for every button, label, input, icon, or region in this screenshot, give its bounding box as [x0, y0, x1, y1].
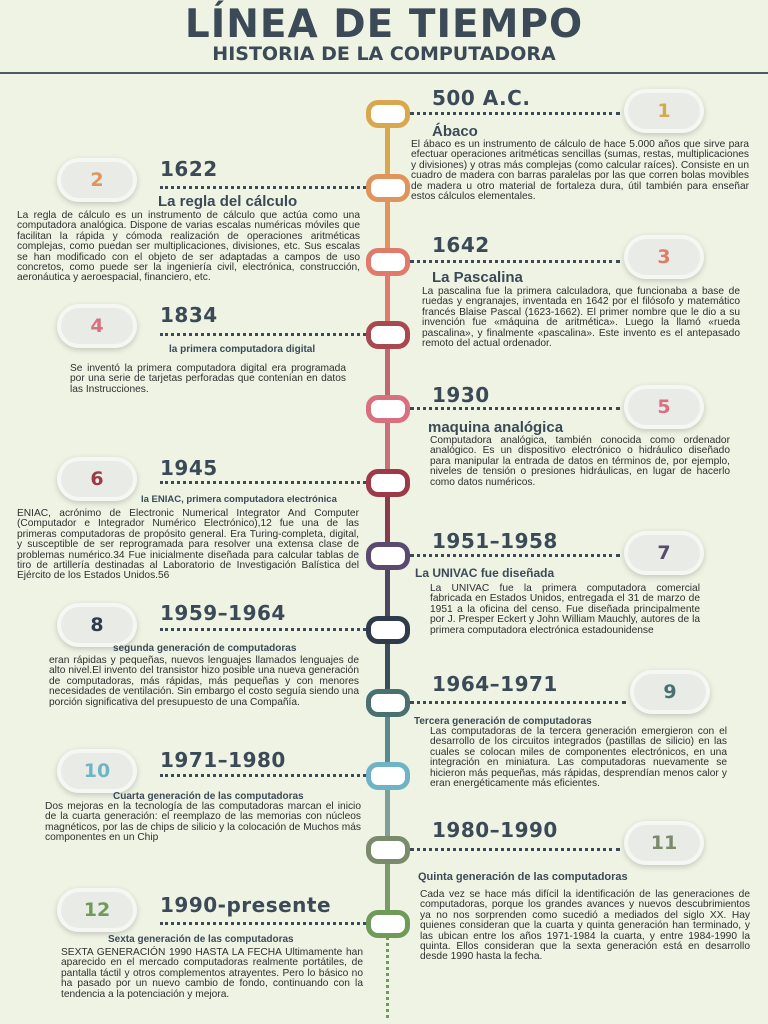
connector — [160, 774, 366, 777]
timeline-segment — [385, 266, 390, 326]
event-number-badge: 9 — [630, 670, 710, 714]
timeline-dot-8 — [366, 616, 410, 644]
event-number-badge: 7 — [624, 531, 704, 575]
event-title: Ábaco — [432, 123, 478, 140]
timeline-segment — [385, 780, 390, 840]
event-title: la ENIAC, primera computadora electrónic… — [141, 494, 337, 505]
timeline-segment — [385, 487, 390, 547]
connector — [160, 186, 366, 189]
event-year: 1971–1980 — [160, 748, 286, 772]
event-title: La regla del cálculo — [158, 193, 298, 210]
event-number-badge: 3 — [624, 235, 704, 279]
page-title: LÍNEA DE TIEMPO — [184, 2, 584, 47]
event-description: El ábaco es un instrumento de cálculo de… — [411, 139, 749, 203]
connector — [410, 260, 620, 263]
event-year: 1945 — [160, 456, 218, 480]
event-description: La UNIVAC fue la primera computadora com… — [430, 583, 700, 636]
event-title: maquina analógica — [428, 419, 564, 436]
connector — [410, 112, 620, 115]
event-year: 1951–1958 — [432, 529, 558, 553]
event-description: La regla de cálculo es un instrumento de… — [17, 210, 360, 284]
event-year: 1622 — [160, 157, 218, 181]
timeline-dot-2 — [366, 174, 410, 202]
connector — [160, 922, 366, 925]
event-title: Sexta generación de las computadoras — [108, 934, 294, 945]
event-year: 1930 — [432, 383, 490, 407]
event-title: la primera computadora digital — [169, 344, 316, 355]
timeline-segment — [385, 854, 390, 914]
event-description: ENIAC, acrónimo de Electronic Numerical … — [17, 508, 359, 582]
timeline-segment — [385, 412, 390, 474]
timeline-segment — [385, 707, 390, 767]
timeline-segment — [385, 120, 390, 180]
connector — [160, 481, 366, 484]
timeline-tail — [386, 932, 389, 1018]
event-description: Se inventó la primera computadora digita… — [70, 363, 346, 395]
event-year: 1642 — [432, 233, 490, 257]
timeline-segment — [385, 340, 390, 400]
timeline-dot-6 — [366, 469, 410, 497]
event-number-badge: 12 — [57, 888, 137, 932]
event-year: 500 A.C. — [432, 86, 531, 110]
event-number-badge: 4 — [57, 304, 137, 348]
event-year: 1834 — [160, 303, 218, 327]
event-title: Cuarta generación de las computadoras — [113, 791, 304, 802]
timeline-dot-5 — [366, 395, 410, 423]
timeline-dot-10 — [366, 762, 410, 790]
event-title: Tercera generación de computadoras — [414, 716, 592, 727]
event-number-badge: 6 — [57, 457, 137, 501]
event-description: Dos mejoras en la tecnología de las comp… — [45, 801, 361, 844]
event-description: SEXTA GENERACIÓN 1990 HASTA LA FECHA Ult… — [61, 947, 363, 1000]
event-description: Cada vez se hace más difícil la identifi… — [420, 889, 750, 963]
timeline-dot-9 — [366, 689, 410, 717]
event-title: La Pascalina — [432, 269, 523, 286]
timeline-dot-1 — [366, 100, 410, 128]
event-number-badge: 5 — [624, 385, 704, 429]
event-description: Computadora analógica, también conocida … — [430, 435, 730, 488]
event-year: 1990-presente — [160, 893, 332, 917]
timeline-segment — [385, 634, 390, 694]
timeline-dot-11 — [366, 836, 410, 864]
timeline-dot-12 — [366, 910, 410, 938]
timeline-segment — [385, 192, 390, 252]
event-number-badge: 11 — [624, 821, 704, 865]
timeline-segment — [385, 560, 390, 620]
event-year: 1964–1971 — [432, 672, 558, 696]
event-description: Las computadoras de la tercera generació… — [430, 726, 727, 790]
connector — [410, 554, 620, 557]
timeline-dot-4 — [366, 321, 410, 349]
event-title: segunda generación de computadoras — [113, 643, 297, 654]
event-number-badge: 2 — [57, 158, 137, 202]
connector — [410, 701, 626, 704]
timeline-dot-7 — [366, 542, 410, 570]
connector — [410, 848, 620, 851]
event-number-badge: 1 — [624, 89, 704, 133]
event-year: 1959–1964 — [160, 601, 286, 625]
event-number-badge: 10 — [57, 749, 137, 793]
event-description: La pascalina fue la primera calculadora,… — [422, 286, 740, 350]
connector — [160, 628, 366, 631]
connector — [160, 333, 366, 336]
connector — [410, 407, 620, 410]
page-subtitle: HISTORIA DE LA COMPUTADORA — [212, 43, 556, 65]
timeline-dot-3 — [366, 248, 410, 276]
event-title: La UNIVAC fue diseñada — [415, 566, 555, 580]
event-year: 1980–1990 — [432, 818, 558, 842]
event-title: Quinta generación de las computadoras — [418, 871, 628, 883]
event-number-badge: 8 — [57, 603, 137, 647]
page-header: LÍNEA DE TIEMPO HISTORIA DE LA COMPUTADO… — [0, 0, 768, 74]
event-description: eran rápidas y pequeñas, nuevos lenguaje… — [49, 655, 359, 708]
